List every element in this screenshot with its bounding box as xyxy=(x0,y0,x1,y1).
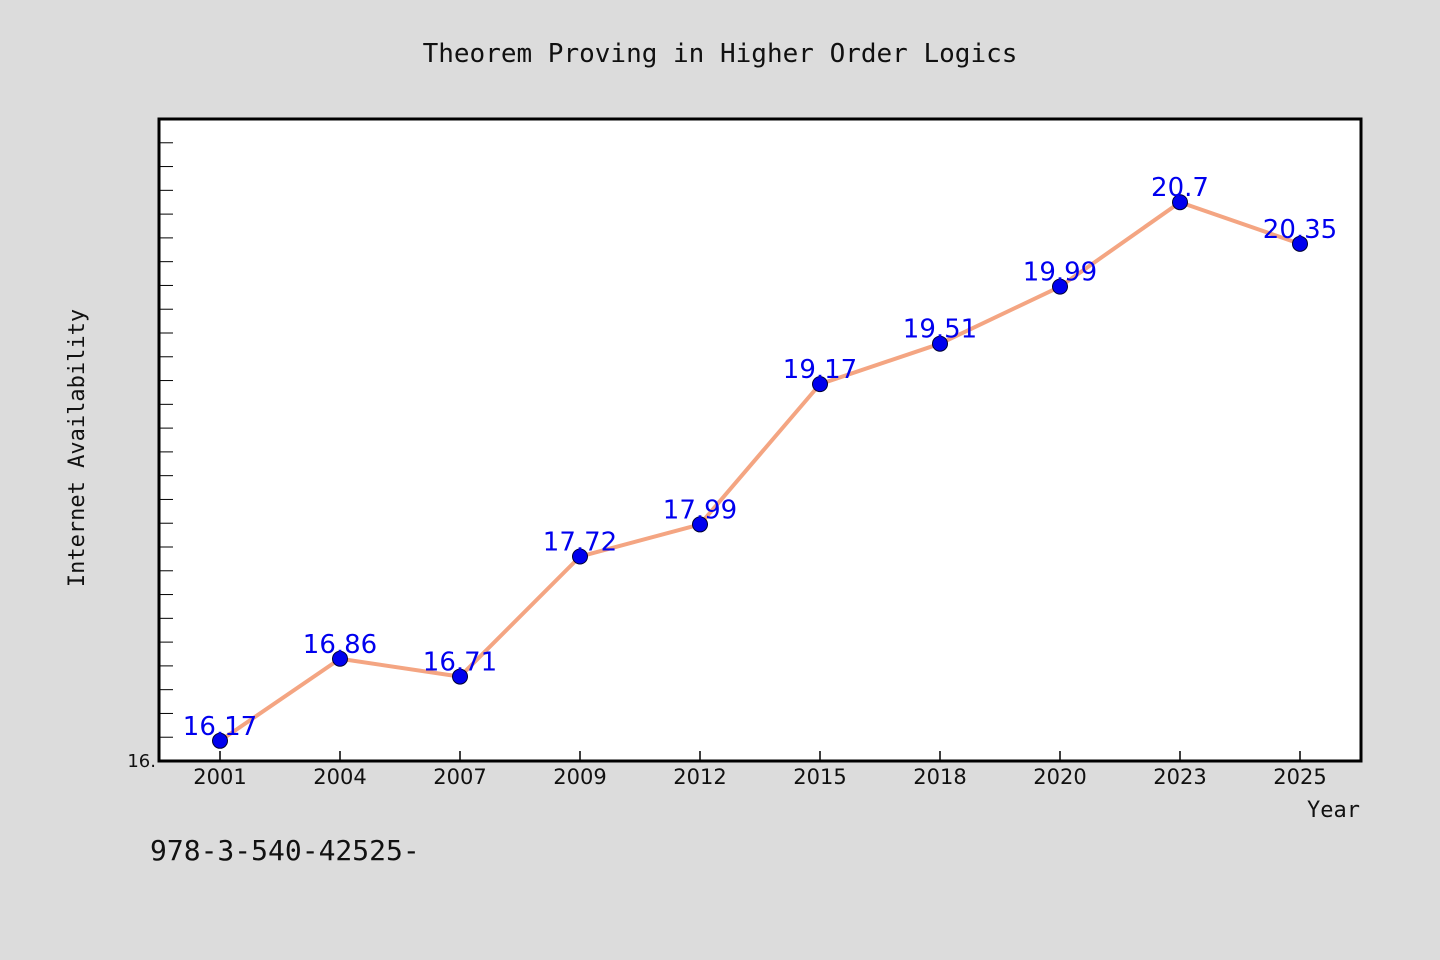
x-tick-label: 2004 xyxy=(313,765,366,789)
y-tick-label: 16. xyxy=(127,751,156,772)
data-point xyxy=(812,376,828,393)
data-point xyxy=(692,516,708,533)
x-tick-label: 2023 xyxy=(1153,765,1206,789)
plot-area xyxy=(157,117,1363,763)
data-point xyxy=(212,732,228,749)
data-point xyxy=(1052,278,1068,295)
x-tick-label: 2007 xyxy=(433,765,486,789)
data-point xyxy=(1172,194,1188,211)
data-label: 19.51 xyxy=(903,315,977,345)
data-label: 16.17 xyxy=(183,712,257,742)
data-label: 17.72 xyxy=(543,528,617,558)
x-tick-label: 2020 xyxy=(1033,765,1086,789)
data-point xyxy=(452,668,468,685)
caption-text: 978-3-540-42525- xyxy=(150,834,420,867)
series-line xyxy=(218,200,1302,743)
data-label: 19.99 xyxy=(1023,258,1097,288)
x-tick-label: 2018 xyxy=(913,765,966,789)
x-tick-label: 2012 xyxy=(673,765,726,789)
data-label: 19.17 xyxy=(783,355,857,385)
x-axis-label: Year xyxy=(1307,798,1360,823)
x-tick-label: 2001 xyxy=(193,765,246,789)
data-label: 17.99 xyxy=(663,495,737,525)
x-tick-label: 2009 xyxy=(553,765,606,789)
data-point xyxy=(332,650,348,667)
data-label: 20.35 xyxy=(1263,215,1337,245)
y-axis-label: Internet Availability xyxy=(65,309,90,587)
data-label: 20.7 xyxy=(1151,173,1209,203)
x-tick-label: 2015 xyxy=(793,765,846,789)
x-tick-label: 2025 xyxy=(1273,765,1326,789)
data-label: 16.86 xyxy=(303,630,377,660)
data-point xyxy=(932,335,948,352)
data-point xyxy=(572,548,588,565)
chart-title: Theorem Proving in Higher Order Logics xyxy=(423,39,1018,69)
data-point xyxy=(1292,235,1308,252)
data-label: 16.71 xyxy=(423,648,497,678)
